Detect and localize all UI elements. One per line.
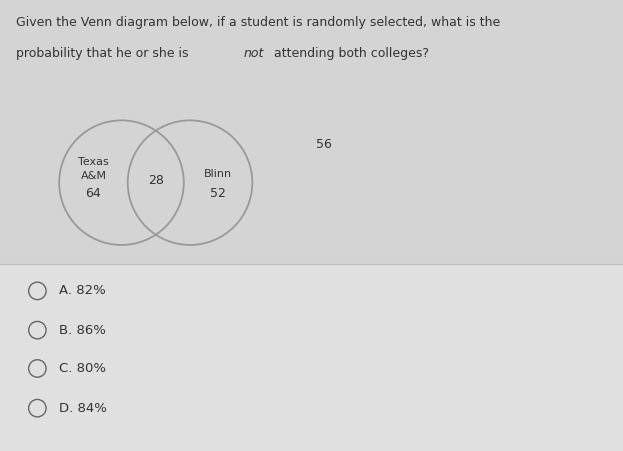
Text: Blinn: Blinn bbox=[204, 169, 232, 179]
Text: 52: 52 bbox=[210, 188, 226, 200]
Text: B. 86%: B. 86% bbox=[59, 324, 106, 336]
Bar bbox=[0, 264, 623, 451]
Text: Texas: Texas bbox=[78, 157, 109, 167]
Text: 28: 28 bbox=[148, 174, 164, 187]
Text: A. 82%: A. 82% bbox=[59, 285, 106, 297]
Text: 64: 64 bbox=[85, 188, 102, 200]
Text: D. 84%: D. 84% bbox=[59, 402, 107, 414]
Text: attending both colleges?: attending both colleges? bbox=[270, 47, 429, 60]
Text: 56: 56 bbox=[316, 138, 332, 151]
Text: not: not bbox=[244, 47, 264, 60]
Text: probability that he or she is: probability that he or she is bbox=[16, 47, 192, 60]
Text: Given the Venn diagram below, if a student is randomly selected, what is the: Given the Venn diagram below, if a stude… bbox=[16, 16, 500, 29]
Text: C. 80%: C. 80% bbox=[59, 362, 106, 375]
Text: A&M: A&M bbox=[80, 171, 107, 181]
